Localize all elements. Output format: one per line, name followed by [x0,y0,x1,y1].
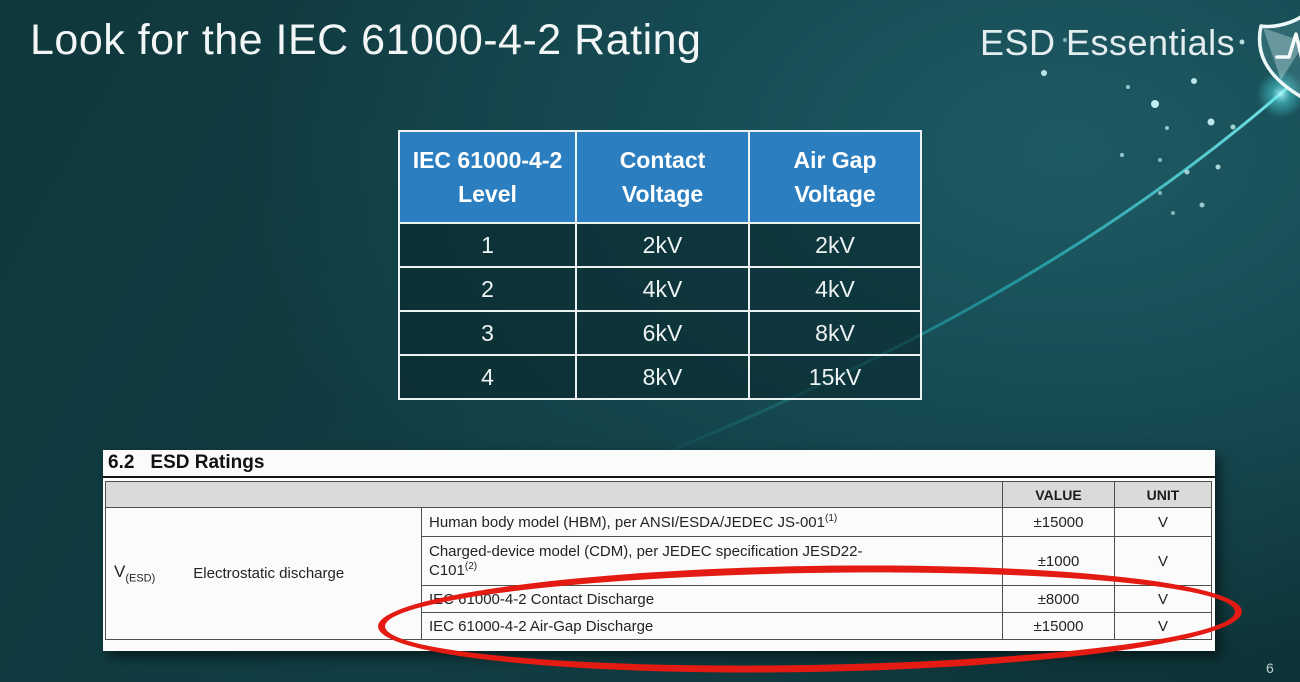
airgap-cell: 2kV [748,222,922,268]
spec-unit: V [1114,612,1213,640]
spec-description: Charged-device model (CDM), per JEDEC sp… [420,536,1004,586]
page-title: Look for the IEC 61000-4-2 Rating [30,16,702,64]
airgap-cell: 4kV [748,266,922,312]
esd-ratings-table: VALUE UNIT V(ESD) Electrostatic discharg… [104,481,1213,640]
iec-table-row: 2 4kV 4kV [398,266,922,312]
spec-row-airgap-discharge: IEC 61000-4-2 Air-Gap Discharge ±15000 V [106,612,1213,640]
iec-level-table: IEC 61000-4-2 Level Contact Voltage Air Ga… [398,130,922,400]
datasheet-panel: 6.2 ESD Ratings VALUE UNIT V(ESD) Electr… [103,450,1215,651]
spec-value: ±15000 [1002,507,1116,537]
shield-logo-icon [1257,15,1300,98]
iec-table-row: 1 2kV 2kV [398,222,922,268]
level-cell: 2 [398,266,577,312]
datasheet-section-heading: 6.2 ESD Ratings [103,450,1215,478]
iec-table-header-row: IEC 61000-4-2 Level Contact Voltage Air Ga… [398,130,922,224]
iec-table-row: 3 6kV 8kV [398,310,922,356]
spec-unit: V [1114,585,1213,613]
level-cell: 3 [398,310,577,356]
particle-dots [1041,38,1245,215]
parameter-cell: V(ESD) Electrostatic discharge [105,507,422,640]
spec-row-hbm: V(ESD) Electrostatic discharge Human bod… [105,507,1213,640]
iec-header-level: IEC 61000-4-2 Level [398,130,577,224]
brand-text: ESD Essentials [980,22,1236,63]
spec-header-empty [104,481,1004,508]
section-number: 6.2 [108,452,135,473]
spec-header-row: VALUE UNIT [104,481,1213,508]
spec-description: IEC 61000-4-2 Air-Gap Discharge [420,612,1004,640]
contact-cell: 8kV [575,354,750,400]
spec-row-cdm: Charged-device model (CDM), per JEDEC sp… [106,536,1213,586]
iec-header-contact: Contact Voltage [575,130,750,224]
airgap-cell: 15kV [748,354,922,400]
contact-cell: 4kV [575,266,750,312]
spec-value: ±15000 [1002,612,1116,640]
spec-header-unit: UNIT [1114,481,1213,508]
page-number: 6 [1266,660,1274,676]
level-cell: 4 [398,354,577,400]
spec-header-value: VALUE [1002,481,1116,508]
spec-value: ±8000 [1002,585,1116,613]
iec-header-airgap: Air Gap Voltage [748,130,922,224]
spec-description: Human body model (HBM), per ANSI/ESDA/JE… [420,507,1004,537]
section-title: ESD Ratings [150,452,265,473]
spec-unit: V [1114,507,1213,537]
airgap-cell: 8kV [748,310,922,356]
parameter-symbol: V(ESD) [114,562,156,585]
contact-cell: 6kV [575,310,750,356]
contact-cell: 2kV [575,222,750,268]
parameter-name: Electrostatic discharge [193,564,345,582]
level-cell: 1 [398,222,577,268]
iec-table-row: 4 8kV 15kV [398,354,922,400]
